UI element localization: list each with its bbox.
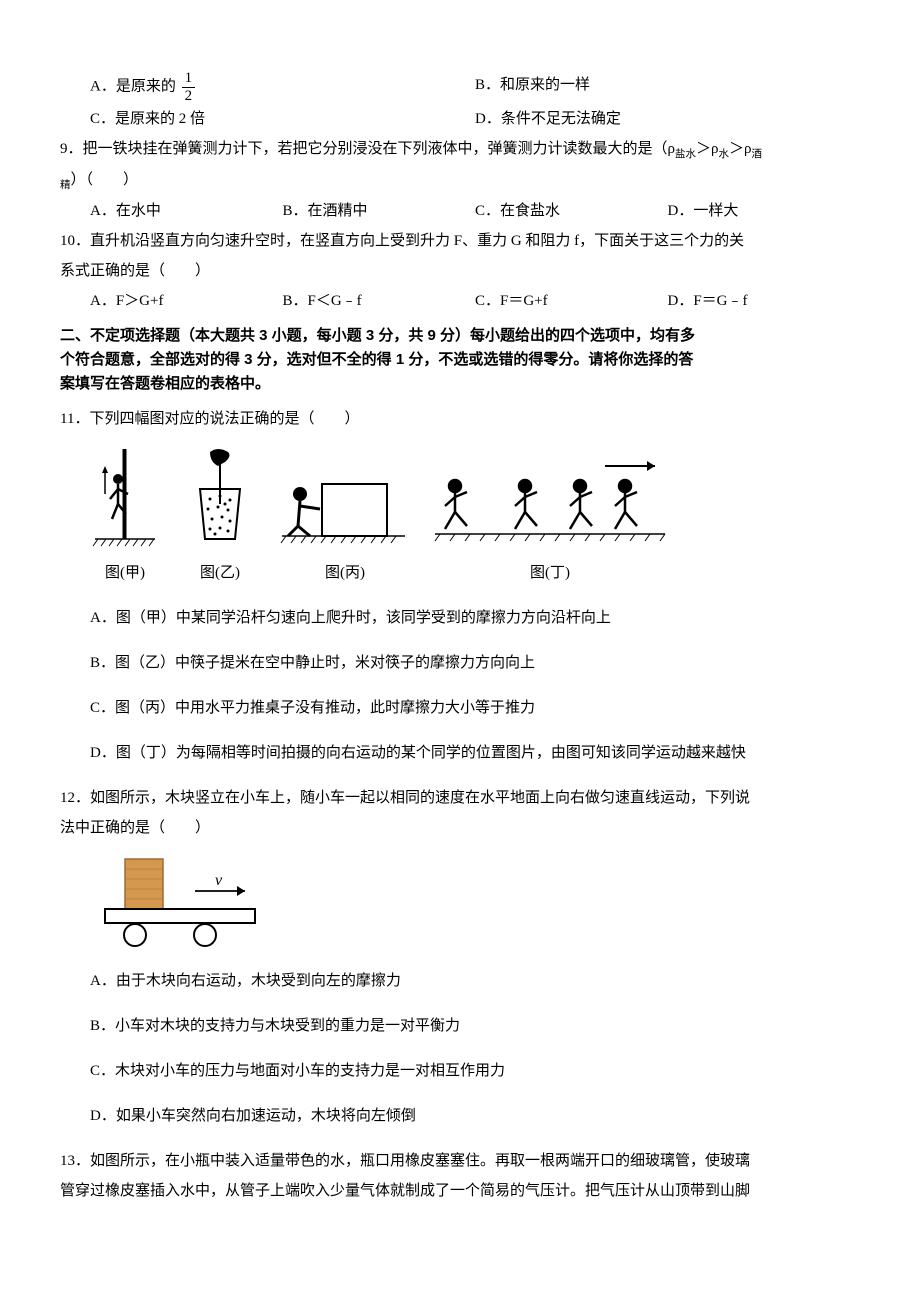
q8-opt-b: B．和原来的一样	[475, 70, 860, 104]
fig-bing-caption: 图(丙)	[280, 558, 410, 588]
fig-ding-caption: 图(丁)	[430, 558, 670, 588]
q9-stem-2: 精）（ ）	[60, 165, 860, 196]
q9-opt-d: D．一样大	[668, 196, 861, 226]
fig-ding: 图(丁)	[430, 454, 670, 588]
q11-opt-d: D．图（丁）为每隔相等时间拍摄的向右运动的某个同学的位置图片，由图可知该同学运动…	[90, 738, 860, 768]
q10-opt-c: C．F＝G+f	[475, 286, 668, 316]
fig-ding-svg	[430, 454, 670, 554]
q8-opt-a: A．是原来的 12	[90, 70, 475, 104]
q13-stem-2: 管穿过橡皮塞插入水中，从管子上端吹入少量气体就制成了一个简易的气压计。把气压计从…	[60, 1176, 860, 1206]
q12-opt-c: C．木块对小车的压力与地面对小车的支持力是一对相互作用力	[90, 1056, 860, 1086]
q12-opt-b: B．小车对木块的支持力与木块受到的重力是一对平衡力	[90, 1011, 860, 1041]
q10-opt-b: B．F＜G﹣f	[283, 286, 476, 316]
fig-yi-svg	[180, 444, 260, 554]
q12-stem-2: 法中正确的是（ ）	[60, 813, 860, 843]
q12-opt-a: A．由于木块向右运动，木块受到向左的摩擦力	[90, 966, 860, 996]
q11-opt-b: B．图（乙）中筷子提米在空中静止时，米对筷子的摩擦力方向向上	[90, 648, 860, 678]
fig-jia: 图(甲)	[90, 444, 160, 588]
q12-stem-1: 12．如图所示，木块竖立在小车上，随小车一起以相同的速度在水平地面上向右做匀速直…	[60, 783, 860, 813]
q11-opt-c: C．图（丙）中用水平力推桌子没有推动，此时摩擦力大小等于推力	[90, 693, 860, 723]
q10-opt-a: A．F＞G+f	[90, 286, 283, 316]
q12-opt-d: D．如果小车突然向右加速运动，木块将向左倾倒	[90, 1101, 860, 1131]
fig-yi: 图(乙)	[180, 444, 260, 588]
q9-stem: 9．把一铁块挂在弹簧测力计下，若把它分别浸没在下列液体中，弹簧测力计读数最大的是…	[60, 134, 860, 165]
q12-svg: v	[90, 851, 280, 951]
fig-bing-svg	[280, 454, 410, 554]
q10-stem-2: 系式正确的是（ ）	[60, 256, 860, 286]
q8-optA-text: A．是原来的	[90, 78, 180, 94]
q8-opt-d: D．条件不足无法确定	[475, 104, 860, 134]
section2-heading: 二、不定项选择题（本大题共 3 小题，每小题 3 分，共 9 分）每小题给出的四…	[60, 324, 860, 396]
q9-opt-c: C．在食盐水	[475, 196, 668, 226]
q10-opt-d: D．F＝G﹣f	[668, 286, 861, 316]
fig-jia-caption: 图(甲)	[90, 558, 160, 588]
fig-jia-svg	[90, 444, 160, 554]
q8-opt-c: C．是原来的 2 倍	[90, 104, 475, 134]
fraction-1-2: 12	[182, 70, 196, 104]
q9-opt-a: A．在水中	[90, 196, 283, 226]
v-label: v	[215, 872, 223, 889]
q10-stem-1: 10．直升机沿竖直方向匀速升空时，在竖直方向上受到升力 F、重力 G 和阻力 f…	[60, 226, 860, 256]
q11-opt-a: A．图（甲）中某同学沿杆匀速向上爬升时，该同学受到的摩擦力方向沿杆向上	[90, 603, 860, 633]
q12-figure: v	[90, 851, 860, 951]
q9-opt-b: B．在酒精中	[283, 196, 476, 226]
q11-stem: 11．下列四幅图对应的说法正确的是（ ）	[60, 404, 860, 434]
fig-bing: 图(丙)	[280, 454, 410, 588]
q13-stem-1: 13．如图所示，在小瓶中装入适量带色的水，瓶口用橡皮塞塞住。再取一根两端开口的细…	[60, 1146, 860, 1176]
q11-figures: 图(甲) 图(乙)	[90, 444, 860, 588]
fig-yi-caption: 图(乙)	[180, 558, 260, 588]
